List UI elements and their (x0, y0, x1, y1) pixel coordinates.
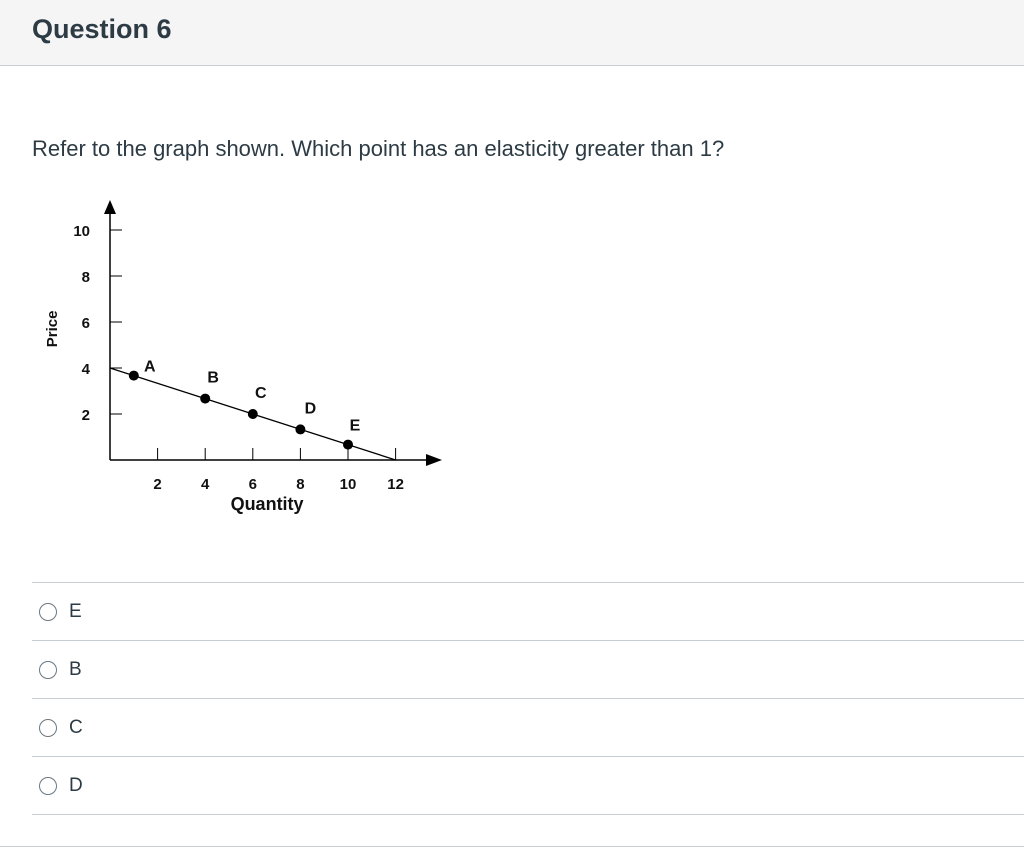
answer-label: D (69, 774, 83, 796)
y-axis-label: Price (44, 311, 61, 348)
answer-list: E B C D (32, 582, 1024, 815)
x-axis-arrow (426, 454, 442, 466)
y-tick-label: 6 (82, 315, 90, 332)
demand-chart-svg: 2 4 6 8 10 2 4 6 8 10 12 Quantity Price A B C D E (44, 200, 442, 514)
point-b (200, 393, 211, 404)
x-axis-label: Quantity (231, 494, 304, 514)
answer-option[interactable]: D (32, 757, 1024, 815)
point-c (247, 409, 258, 419)
y-tick-label: 2 (82, 407, 90, 424)
point-label-b: B (207, 370, 219, 387)
point-label-d: D (305, 400, 317, 417)
radio-button[interactable] (39, 660, 57, 679)
answer-option[interactable]: B (32, 641, 1024, 699)
x-tick-label: 4 (201, 476, 210, 493)
y-tick-label: 8 (82, 269, 90, 286)
point-label-c: C (255, 385, 267, 402)
answer-option[interactable]: C (32, 699, 1024, 757)
y-tick-label: 4 (82, 361, 91, 378)
y-tick-label: 10 (73, 223, 90, 240)
radio-button[interactable] (39, 776, 57, 795)
radio-button[interactable] (39, 602, 57, 621)
question-title: Question 6 (32, 14, 172, 44)
x-tick-label: 12 (387, 476, 404, 493)
point-label-a: A (144, 359, 156, 376)
x-tick-label: 10 (340, 476, 357, 493)
point-e (343, 439, 353, 450)
point-label-e: E (350, 418, 361, 435)
answer-label: E (69, 600, 82, 622)
footer-divider (0, 846, 1024, 847)
point-d (295, 424, 306, 435)
question-header: Question 6 (0, 0, 1024, 66)
x-tick-label: 8 (296, 476, 304, 493)
demand-graph: 2 4 6 8 10 2 4 6 8 10 12 Quantity Price A B C D E (40, 192, 460, 522)
answer-option[interactable]: E (32, 583, 1024, 641)
y-axis-arrow (104, 200, 116, 214)
x-tick-label: 2 (153, 476, 161, 493)
question-text: Refer to the graph shown. Which point ha… (32, 136, 725, 161)
x-tick-label: 6 (249, 476, 257, 493)
radio-button[interactable] (39, 718, 57, 737)
answer-label: C (69, 716, 83, 738)
answer-label: B (69, 658, 82, 680)
point-a (128, 370, 139, 381)
